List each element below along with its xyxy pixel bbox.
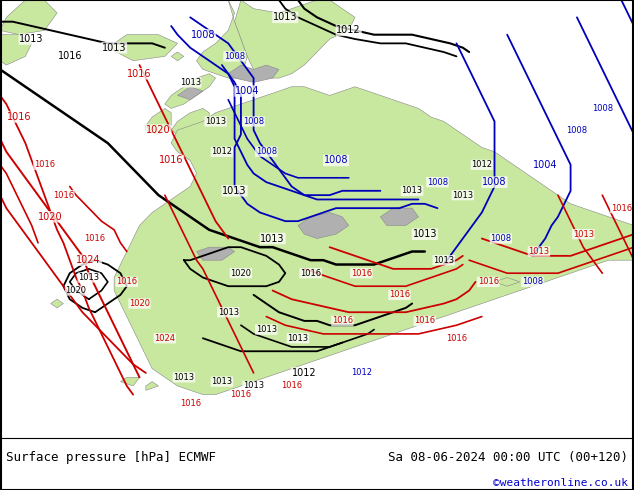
Text: 1024: 1024 — [77, 255, 101, 265]
Text: 1016: 1016 — [332, 317, 353, 325]
Polygon shape — [108, 35, 178, 61]
Text: 1013: 1013 — [452, 191, 474, 199]
Polygon shape — [197, 247, 235, 260]
Text: 1013: 1013 — [256, 325, 277, 334]
Text: 1008: 1008 — [224, 52, 245, 61]
Polygon shape — [178, 87, 203, 100]
Text: 1016: 1016 — [7, 112, 31, 122]
Polygon shape — [165, 74, 216, 108]
Polygon shape — [171, 108, 209, 139]
Text: 1012: 1012 — [337, 25, 361, 35]
Text: 1013: 1013 — [413, 229, 437, 239]
Text: 1013: 1013 — [179, 78, 201, 87]
Text: 1016: 1016 — [281, 381, 302, 391]
Text: 1008: 1008 — [592, 104, 613, 113]
Text: 1013: 1013 — [205, 117, 226, 126]
Text: 1016: 1016 — [159, 155, 183, 166]
Text: 1013: 1013 — [217, 308, 239, 317]
Text: 1012: 1012 — [351, 368, 372, 377]
Text: 1016: 1016 — [300, 269, 321, 278]
Text: 1013: 1013 — [78, 273, 100, 282]
Text: 1013: 1013 — [401, 186, 423, 196]
Text: 1024: 1024 — [154, 334, 176, 343]
Polygon shape — [120, 377, 139, 386]
Text: ©weatheronline.co.uk: ©weatheronline.co.uk — [493, 478, 628, 488]
Text: 1016: 1016 — [611, 204, 632, 213]
Text: 1008: 1008 — [191, 30, 215, 40]
Polygon shape — [146, 382, 158, 390]
Text: 1012: 1012 — [211, 147, 233, 156]
Polygon shape — [197, 0, 247, 78]
Text: 1020: 1020 — [129, 299, 150, 308]
Text: 1004: 1004 — [235, 86, 259, 96]
Text: 1008: 1008 — [427, 178, 448, 187]
Text: 1012: 1012 — [292, 368, 316, 378]
Polygon shape — [146, 108, 171, 134]
Polygon shape — [114, 87, 634, 394]
Text: 1016: 1016 — [84, 234, 106, 243]
Text: 1016: 1016 — [53, 191, 74, 199]
Text: 1016: 1016 — [179, 399, 201, 408]
Text: 1013: 1013 — [102, 43, 126, 53]
Polygon shape — [228, 65, 279, 82]
Text: 1004: 1004 — [533, 160, 557, 170]
Text: 1008: 1008 — [243, 117, 264, 126]
Text: 1016: 1016 — [116, 277, 138, 286]
Text: 1008: 1008 — [522, 277, 543, 286]
Text: 1008: 1008 — [482, 177, 507, 187]
Text: 1013: 1013 — [243, 381, 264, 391]
Text: 1016: 1016 — [230, 390, 252, 399]
Text: 1013: 1013 — [287, 334, 309, 343]
Text: 1013: 1013 — [573, 230, 594, 239]
Text: 1016: 1016 — [477, 277, 499, 286]
Polygon shape — [171, 52, 184, 61]
Text: 1013: 1013 — [433, 256, 455, 265]
Text: 1013: 1013 — [273, 12, 297, 23]
Text: Surface pressure [hPa] ECMWF: Surface pressure [hPa] ECMWF — [6, 451, 216, 464]
Polygon shape — [0, 0, 57, 35]
Polygon shape — [235, 0, 355, 78]
Polygon shape — [0, 35, 32, 65]
Text: 1016: 1016 — [446, 334, 467, 343]
Text: 1016: 1016 — [351, 269, 372, 278]
Text: 1008: 1008 — [324, 155, 348, 166]
Text: 1020: 1020 — [65, 286, 87, 295]
Text: 1013: 1013 — [223, 186, 247, 196]
Text: 1008: 1008 — [566, 125, 588, 135]
Text: 1016: 1016 — [414, 317, 436, 325]
Text: Sa 08-06-2024 00:00 UTC (00+120): Sa 08-06-2024 00:00 UTC (00+120) — [387, 451, 628, 464]
Polygon shape — [495, 277, 520, 286]
Text: 1016: 1016 — [58, 51, 82, 61]
Text: 1013: 1013 — [211, 377, 233, 386]
Text: 1020: 1020 — [39, 212, 63, 222]
Polygon shape — [51, 299, 63, 308]
Text: 1013: 1013 — [528, 247, 550, 256]
Text: 1016: 1016 — [127, 69, 152, 79]
Text: 1020: 1020 — [146, 125, 171, 135]
Text: 1008: 1008 — [490, 234, 512, 243]
Text: 1012: 1012 — [471, 160, 493, 169]
Polygon shape — [380, 208, 418, 225]
Text: 1016: 1016 — [34, 160, 55, 169]
Text: 1013: 1013 — [261, 234, 285, 244]
Text: 1008: 1008 — [256, 147, 277, 156]
Text: 1016: 1016 — [389, 291, 410, 299]
Text: 1020: 1020 — [230, 269, 252, 278]
Text: 1013: 1013 — [173, 373, 195, 382]
Text: 1013: 1013 — [20, 34, 44, 44]
Polygon shape — [298, 213, 349, 239]
